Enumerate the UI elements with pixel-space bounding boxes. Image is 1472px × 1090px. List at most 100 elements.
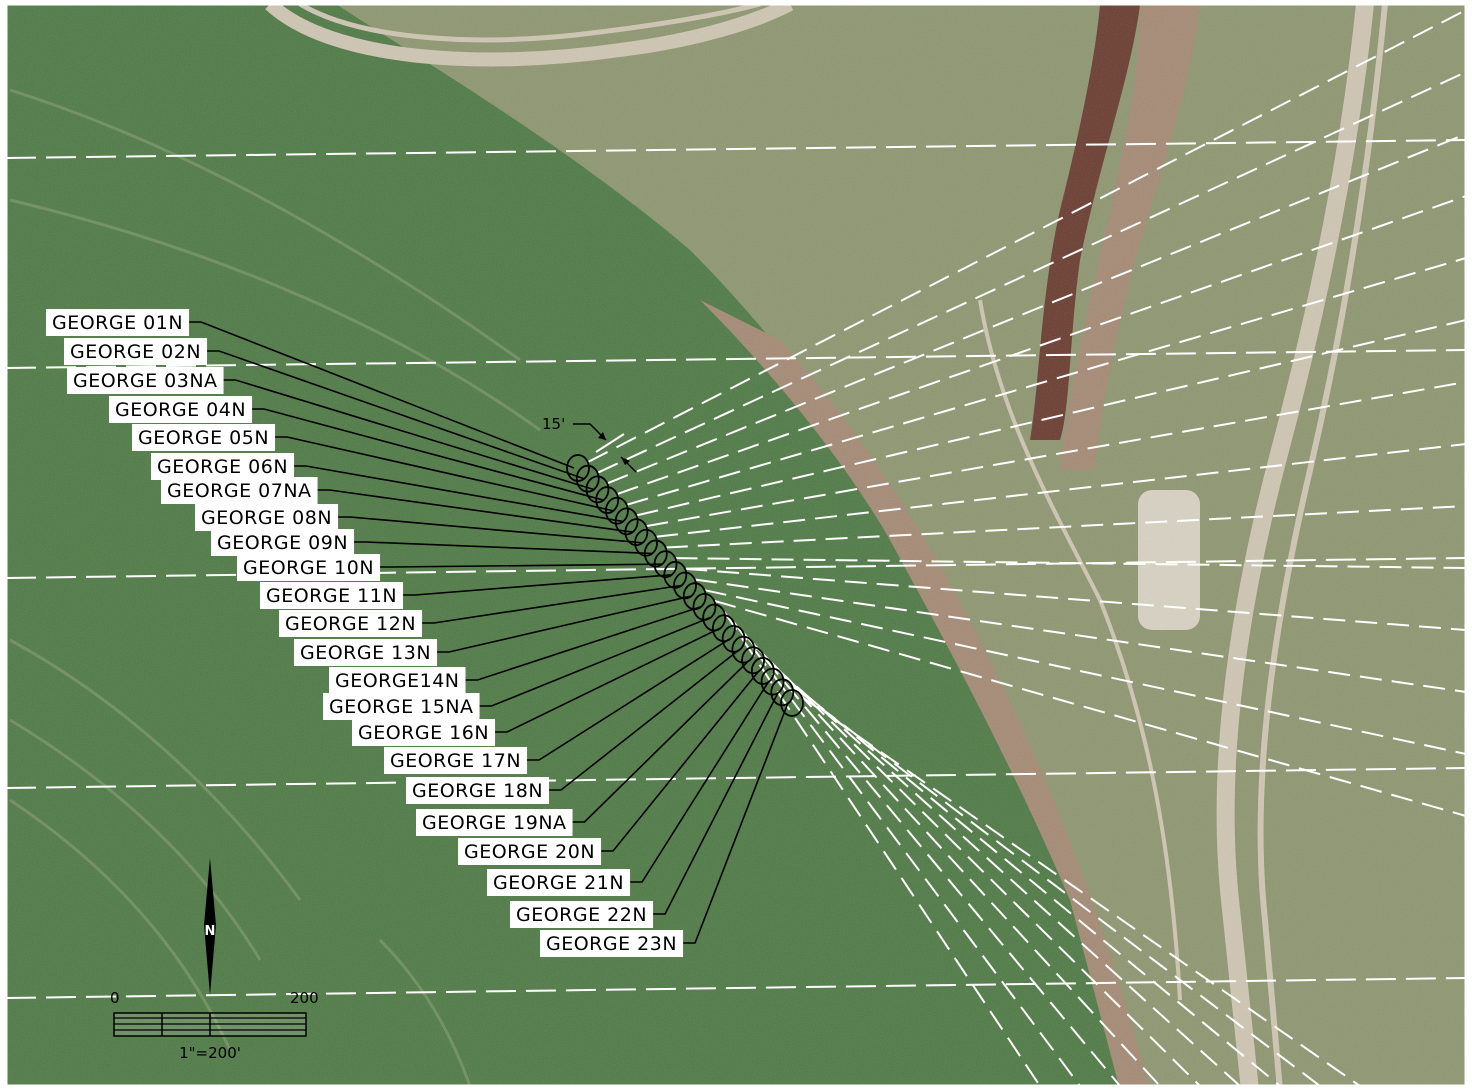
well-label: GEORGE 21N (487, 869, 631, 896)
label-leader (422, 584, 682, 624)
well-label-background (211, 529, 355, 556)
label-leader (207, 350, 584, 480)
well-label-background (151, 453, 295, 480)
well-label: GEORGE14N (329, 667, 466, 694)
scale-start-label: 0 (110, 989, 120, 1007)
wellbore-lateral (616, 195, 1466, 495)
well-label-text: GEORGE14N (335, 670, 460, 692)
wellbore-lateral (801, 696, 1361, 1086)
well-label: GEORGE 13N (294, 639, 438, 666)
well-marker (770, 678, 795, 707)
label-leader (495, 627, 721, 733)
well-label: GEORGE 02N (64, 338, 208, 365)
well-label-background (406, 777, 550, 804)
wellbore-lateral (685, 567, 1466, 631)
label-leader (403, 574, 672, 596)
well-label-background (458, 838, 602, 865)
well-marker (721, 625, 746, 653)
well-label-background (132, 424, 276, 451)
well-label-background (416, 809, 573, 836)
well-label-background (237, 554, 381, 581)
well-label: GEORGE 10N (237, 554, 381, 581)
well-label: GEORGE 05N (132, 424, 276, 451)
label-leader (465, 606, 701, 681)
wellbore-lateral (704, 589, 1466, 755)
wellbore-lateral (665, 505, 1466, 549)
well-label: GEORGE 17N (384, 747, 528, 774)
well-label: GEORGE 22N (510, 901, 654, 928)
label-leader (683, 702, 789, 944)
well-label-text: GEORGE 02N (70, 341, 201, 363)
well-marker (643, 539, 668, 568)
well-label-text: GEORGE 15NA (329, 696, 474, 718)
well-label-background (329, 667, 466, 694)
map-frame (4, 2, 1468, 1088)
label-leader-lines (189, 321, 789, 944)
well-marker (624, 518, 649, 546)
well-label-background (487, 869, 631, 896)
scale-bar: 0 200 1"=200' (110, 989, 319, 1062)
well-label: GEORGE 16N (352, 719, 496, 746)
dashed-grid-lines (6, 139, 1466, 999)
well-label: GEORGE 11N (260, 582, 404, 609)
well-marker (605, 496, 629, 525)
label-leader (527, 638, 731, 761)
well-label-text: GEORGE 16N (358, 722, 489, 744)
well-marker (731, 635, 756, 664)
well-label: GEORGE 19NA (416, 809, 573, 836)
well-label: GEORGE 06N (151, 453, 295, 480)
well-label-text: GEORGE 12N (285, 613, 416, 635)
well-label-background (161, 477, 318, 504)
well-label-background (109, 396, 253, 423)
well-label: GEORGE 01N (46, 309, 190, 336)
well-marker (750, 657, 775, 685)
wellbore-lateral (636, 319, 1466, 517)
well-label-text: GEORGE 19NA (422, 812, 567, 834)
wellbore-lateral (742, 632, 1121, 1086)
label-leader (294, 465, 623, 523)
wellbore-lateral (762, 653, 1201, 1086)
well-label: GEORGE 09N (211, 529, 355, 556)
well-label-background (260, 582, 404, 609)
well-label: GEORGE 12N (279, 610, 423, 637)
well-label-text: GEORGE 03NA (73, 370, 218, 392)
well-marker (741, 646, 765, 675)
wellbore-lateral (607, 133, 1466, 485)
well-marker (595, 486, 620, 514)
well-label: GEORGE 07NA (161, 477, 318, 504)
wellbore-lateral (587, 9, 1466, 463)
wellbore-lateral (626, 257, 1466, 506)
well-marker (692, 592, 717, 621)
wellbore-laterals (587, 9, 1466, 1086)
spacing-leader (573, 423, 607, 441)
scale-end-label: 200 (290, 989, 319, 1007)
label-leader (653, 691, 779, 915)
label-leader (601, 670, 760, 852)
well-label-text: GEORGE 21N (493, 872, 624, 894)
well-markers (566, 454, 804, 717)
well-label-background (294, 639, 438, 666)
wellbore-lateral (772, 664, 1241, 1086)
wellbore-lateral (675, 557, 1466, 569)
label-leader (572, 659, 750, 823)
well-label-text: GEORGE 22N (516, 904, 647, 926)
label-leader (189, 321, 575, 469)
well-label-background (384, 747, 528, 774)
wellbore-lateral (694, 578, 1466, 693)
spacing-arrow-icon (598, 432, 606, 440)
well-marker (673, 571, 697, 600)
well-label-background (510, 901, 654, 928)
well-label: GEORGE 20N (458, 838, 602, 865)
well-label-text: GEORGE 06N (157, 456, 288, 478)
well-label: GEORGE 18N (406, 777, 550, 804)
label-leader (354, 541, 652, 555)
well-label: GEORGE 15NA (323, 693, 480, 720)
spacing-dimension: 15' (542, 415, 637, 473)
well-label: GEORGE 03NA (67, 367, 224, 394)
well-label-text: GEORGE 08N (201, 507, 332, 529)
well-label-text: GEORGE 20N (464, 841, 595, 863)
well-marker (702, 603, 727, 632)
well-marker (760, 667, 785, 696)
well-label-background (67, 367, 224, 394)
